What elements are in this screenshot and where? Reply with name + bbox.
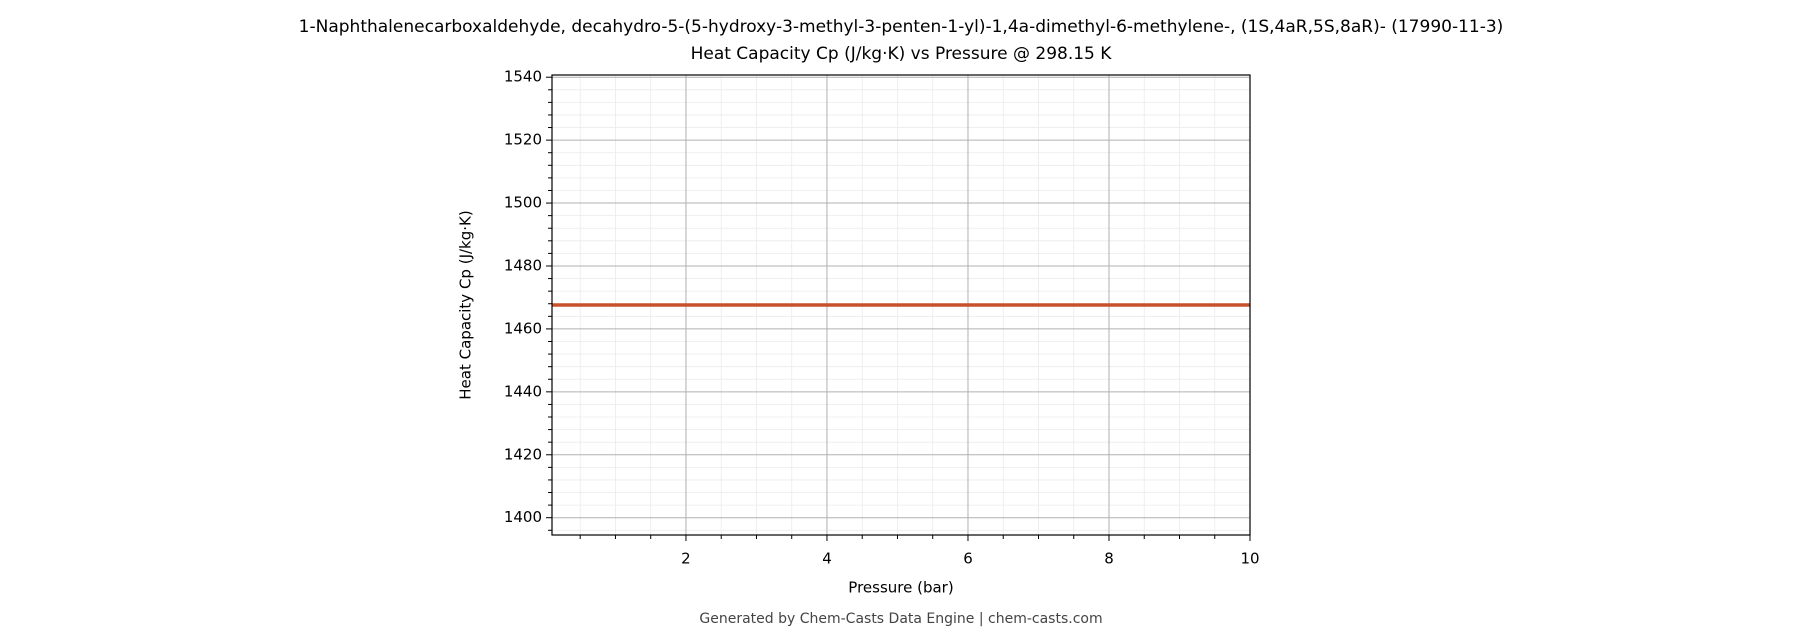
y-tick-label: 1420 <box>504 445 542 463</box>
y-axis-label: Heat Capacity Cp (J/kg·K) <box>457 210 475 399</box>
x-axis-label: Pressure (bar) <box>848 579 953 597</box>
x-tick-label: 10 <box>1240 550 1259 568</box>
y-tick-label: 1480 <box>504 256 542 274</box>
x-tick-label: 6 <box>963 550 973 568</box>
chart-title: 1-Naphthalenecarboxaldehyde, decahydro-5… <box>299 17 1504 37</box>
y-tick-label: 1440 <box>504 382 542 400</box>
plot-frame <box>551 74 1251 536</box>
chart-subtitle: Heat Capacity Cp (J/kg·K) vs Pressure @ … <box>691 44 1113 64</box>
x-tick-label: 8 <box>1104 550 1114 568</box>
footer: Generated by Chem-Casts Data Engine | ch… <box>699 611 1102 627</box>
y-tick-label: 1520 <box>504 131 542 149</box>
y-tick-label: 1540 <box>504 68 542 86</box>
y-tick-label: 1500 <box>504 194 542 212</box>
y-tick-label: 1460 <box>504 319 542 337</box>
y-tick-label: 1400 <box>504 508 542 526</box>
x-tick-label: 2 <box>681 550 691 568</box>
x-tick-label: 4 <box>822 550 832 568</box>
